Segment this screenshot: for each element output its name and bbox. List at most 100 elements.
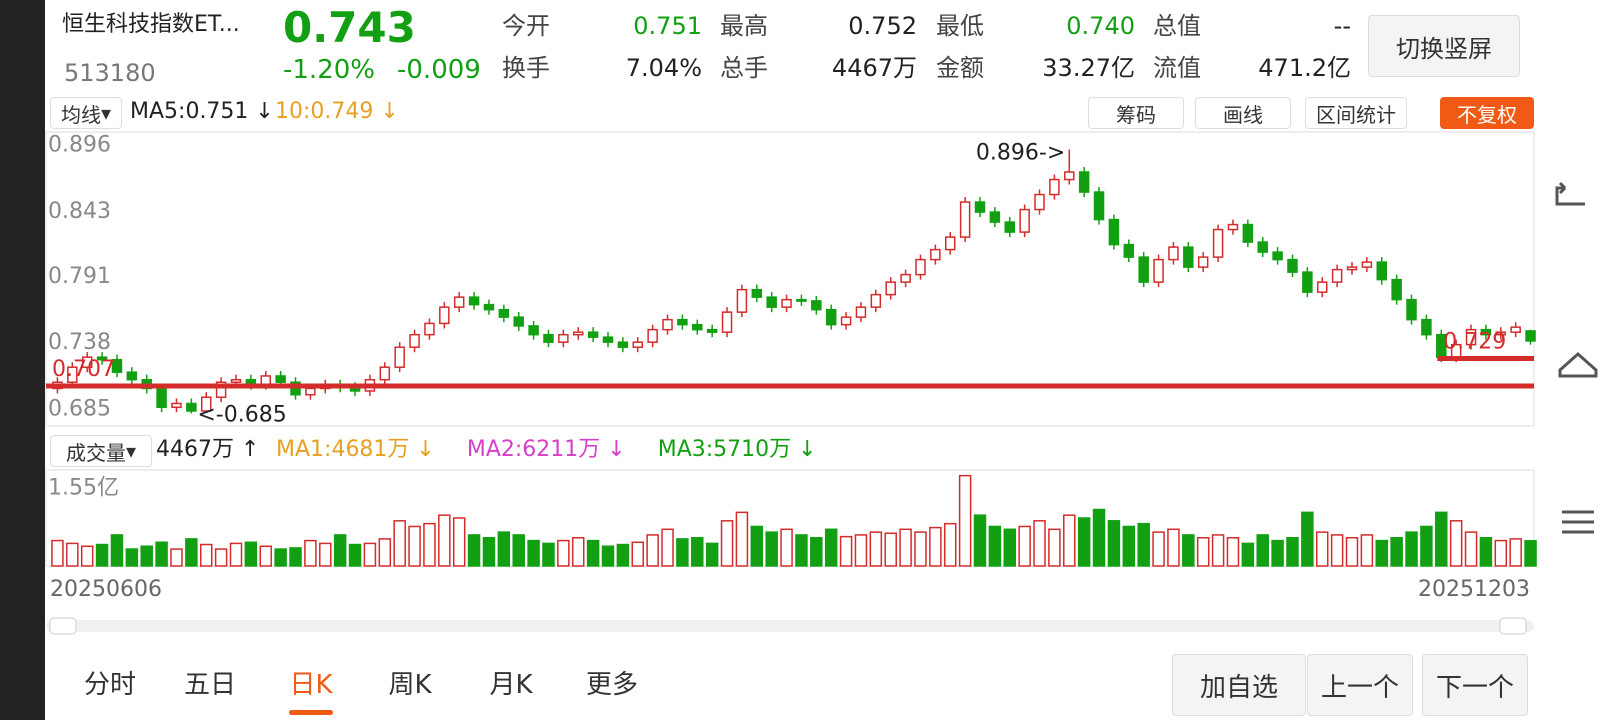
scroll-handle[interactable] <box>49 617 77 635</box>
tab[interactable]: 更多 <box>585 670 639 700</box>
ma10: 10:0.749 ↓ <box>275 99 399 124</box>
candle-body <box>989 211 1001 223</box>
volume-bar <box>289 547 302 567</box>
volume-bar <box>452 517 466 567</box>
candle-body <box>394 346 405 368</box>
volume-bar <box>423 522 436 567</box>
candle-body <box>1406 298 1417 321</box>
volume-bar <box>66 542 79 567</box>
volume-bar <box>661 528 674 567</box>
volume-bar <box>1048 528 1061 567</box>
date-start: 20250606 <box>50 577 162 602</box>
volume-bar <box>1182 534 1195 567</box>
candle-body <box>647 328 658 343</box>
y-tick-label: 0.685 <box>48 396 111 421</box>
tool-button[interactable]: 区间统计 <box>1305 97 1407 129</box>
volume-bar <box>1211 534 1225 567</box>
volume-bar <box>185 538 198 567</box>
scrollbar[interactable] <box>46 620 1534 632</box>
volume-bar <box>274 548 287 567</box>
fund-code: 513180 <box>64 59 156 87</box>
candle-body <box>275 375 286 383</box>
volume-bar <box>1092 508 1106 567</box>
candle-body <box>543 333 554 343</box>
candle-body <box>840 316 852 326</box>
adjust-button[interactable]: 不复权 <box>1440 97 1534 129</box>
nav-button[interactable]: 下一个 <box>1422 654 1528 716</box>
volume-bar <box>527 539 540 567</box>
tab[interactable]: 分时 <box>83 670 137 700</box>
candle-body <box>1064 171 1075 181</box>
candle-body <box>825 308 837 326</box>
candle-body <box>1242 223 1254 243</box>
volume-bar <box>1152 531 1165 567</box>
candle-body <box>944 236 956 251</box>
volume-bar <box>571 537 585 567</box>
volume-bar <box>1077 517 1091 567</box>
tab[interactable]: 五日 <box>183 670 237 700</box>
scroll-handle[interactable] <box>1499 617 1527 635</box>
candle-body <box>171 402 182 408</box>
y-tick-label: 0.896 <box>48 133 111 158</box>
candle-body <box>96 356 108 361</box>
quote-value: 4467万 <box>831 54 917 82</box>
volume-bar <box>1286 537 1299 567</box>
nav-button[interactable]: 加自选 <box>1172 654 1306 716</box>
volume-selector[interactable]: 成交量 ▾ <box>50 435 152 467</box>
volume-tick-label: 1.55亿 <box>48 475 119 500</box>
candle-body <box>498 308 510 318</box>
quote-label: 今开 <box>502 12 550 40</box>
menu-icon[interactable] <box>1562 510 1594 534</box>
candle-body <box>1316 281 1328 293</box>
candle-body <box>662 318 673 331</box>
volume-bar <box>1063 514 1076 567</box>
volume-bar <box>929 526 942 567</box>
rotate-button[interactable]: 切换竖屏 <box>1368 15 1520 77</box>
ma-selector-label: 均线 <box>60 102 101 127</box>
quote-value: 0.740 <box>1066 12 1135 40</box>
tab[interactable]: 月K <box>489 670 533 700</box>
quote-value: 0.752 <box>848 12 917 40</box>
volume-bar <box>1137 522 1150 567</box>
candle-body <box>1168 246 1179 261</box>
volume-bar <box>1509 538 1522 567</box>
candle-body <box>468 296 480 306</box>
volume-bar <box>1196 537 1210 567</box>
candle-body <box>766 296 777 308</box>
candle-body <box>81 356 93 368</box>
volume-bar <box>1033 520 1046 567</box>
tab[interactable]: 日K <box>289 670 333 700</box>
volume-bar <box>393 520 406 567</box>
candle-body <box>1302 271 1313 293</box>
ma5: MA5:0.751 ↓ <box>130 99 274 124</box>
volume-bar <box>1107 520 1121 567</box>
low-note: <-0.685 <box>197 402 286 427</box>
candle-body <box>215 381 227 398</box>
ma-selector[interactable]: 均线 ▾ <box>50 97 122 129</box>
candle-body <box>424 322 435 336</box>
candle-body <box>1480 328 1492 336</box>
high-note: 0.896-> <box>976 141 1065 166</box>
candle-body <box>379 366 391 381</box>
tab[interactable]: 周K <box>388 670 432 700</box>
candle-body <box>602 336 614 343</box>
nav-button[interactable]: 上一个 <box>1307 654 1413 716</box>
quote-label: 金额 <box>936 54 984 82</box>
volume-bar <box>1345 537 1359 567</box>
volume-bar <box>586 539 600 567</box>
candle-body <box>260 375 272 386</box>
volume-bar <box>304 539 317 567</box>
home-icon[interactable] <box>1558 351 1598 378</box>
tool-button[interactable]: 画线 <box>1195 97 1291 129</box>
quote-label: 流值 <box>1153 54 1201 82</box>
candle-body <box>1212 228 1224 258</box>
back-icon[interactable] <box>1555 181 1585 206</box>
volume-bar <box>408 525 421 567</box>
candle-body <box>111 358 123 373</box>
volume-bar <box>482 537 496 567</box>
tool-button[interactable]: 筹码 <box>1088 97 1184 129</box>
volume-bar <box>780 528 793 567</box>
fund-name: 恒生科技指数ET... <box>62 12 240 37</box>
volume-bar <box>110 534 124 567</box>
quote-label: 最高 <box>720 12 768 40</box>
